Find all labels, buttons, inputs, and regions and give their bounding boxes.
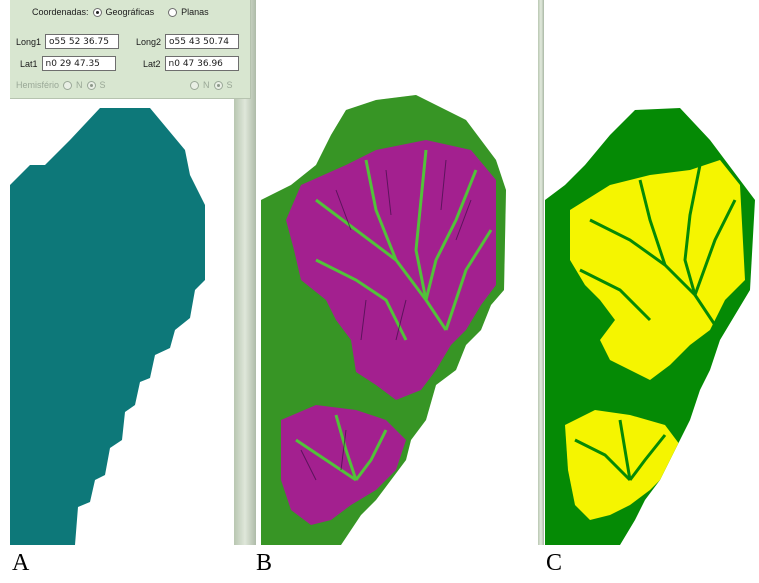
hemisphere-n-label-2: N bbox=[203, 80, 210, 90]
magenta-upland-region bbox=[286, 140, 496, 400]
lat1-field[interactable]: n0 29 47.35 bbox=[41, 56, 116, 71]
long2-row: Long2 o55 43 50.74 bbox=[136, 34, 240, 49]
lat2-row: Lat2 n0 47 36.96 bbox=[143, 56, 239, 71]
coordinates-label: Coordenadas: bbox=[32, 7, 89, 17]
yellow-lower-class bbox=[565, 410, 680, 520]
forest-channels bbox=[574, 164, 737, 482]
satellite-composite-map bbox=[261, 95, 506, 545]
magenta-lower-region bbox=[281, 405, 406, 525]
hemisphere-n-label-1: N bbox=[76, 80, 83, 90]
plane-option-label: Planas bbox=[181, 7, 209, 17]
hemisphere-s-radio-1[interactable] bbox=[86, 80, 96, 90]
hemisphere-s-label-2: S bbox=[226, 80, 233, 90]
hemisphere-s-label-1: S bbox=[99, 80, 106, 90]
lat1-row: Lat1 n0 29 47.35 bbox=[20, 56, 116, 71]
classification-map bbox=[545, 108, 755, 545]
plane-radio[interactable] bbox=[168, 7, 178, 17]
long1-row: Long1 o55 52 36.75 bbox=[16, 34, 120, 49]
study-area-mask-map bbox=[10, 108, 205, 545]
coordinates-panel: Coordenadas: Geográficas Planas Long1 o5… bbox=[10, 0, 251, 99]
lat1-label: Lat1 bbox=[20, 58, 38, 69]
hemisphere-row-left: Hemisfério N S bbox=[16, 80, 106, 90]
yellow-upland-class bbox=[570, 160, 745, 380]
hemisphere-n-radio-2[interactable] bbox=[190, 80, 199, 90]
long2-field[interactable]: o55 43 50.74 bbox=[165, 34, 240, 49]
lat2-label: Lat2 bbox=[143, 58, 161, 69]
geographic-radio[interactable] bbox=[92, 7, 102, 17]
hemisphere-row-right: N S bbox=[190, 80, 233, 90]
hemisphere-label: Hemisfério bbox=[16, 80, 60, 90]
long2-label: Long2 bbox=[136, 36, 162, 47]
coordinate-system-row: Coordenadas: Geográficas Planas bbox=[32, 7, 209, 17]
panel-splitter-2[interactable] bbox=[538, 0, 544, 545]
mask-shape bbox=[10, 108, 205, 545]
hemisphere-s-radio-2[interactable] bbox=[213, 80, 223, 90]
hemisphere-n-radio-1[interactable] bbox=[63, 80, 73, 90]
caption-a: A bbox=[12, 550, 30, 576]
long1-label: Long1 bbox=[16, 36, 42, 47]
lat2-field[interactable]: n0 47 36.96 bbox=[164, 56, 239, 71]
geographic-option-label: Geográficas bbox=[105, 7, 155, 17]
panel-splitter[interactable] bbox=[234, 0, 256, 545]
long1-field[interactable]: o55 52 36.75 bbox=[45, 34, 120, 49]
caption-b: B bbox=[256, 550, 273, 576]
drainage-network bbox=[295, 149, 493, 482]
caption-c: C bbox=[546, 550, 563, 576]
